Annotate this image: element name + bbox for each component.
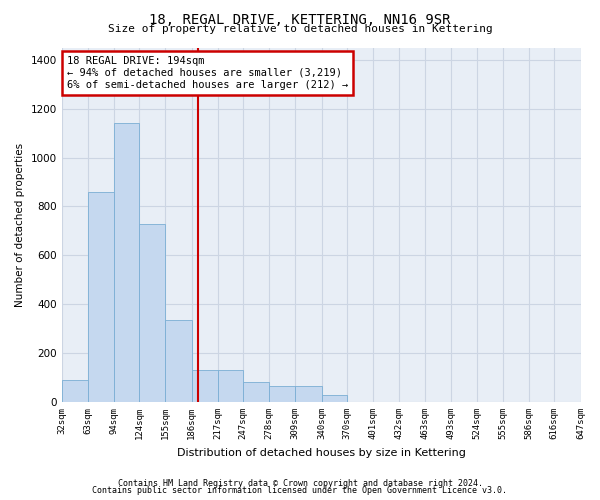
Bar [218,370,243,402]
Text: Size of property relative to detached houses in Kettering: Size of property relative to detached ho… [107,24,493,34]
Bar [62,380,88,402]
Bar [191,370,218,402]
Bar [166,320,191,402]
X-axis label: Distribution of detached houses by size in Kettering: Distribution of detached houses by size … [176,448,466,458]
Text: Contains public sector information licensed under the Open Government Licence v3: Contains public sector information licen… [92,486,508,495]
Text: Contains HM Land Registry data © Crown copyright and database right 2024.: Contains HM Land Registry data © Crown c… [118,478,482,488]
Y-axis label: Number of detached properties: Number of detached properties [15,142,25,307]
Bar [322,394,347,402]
Text: 18 REGAL DRIVE: 194sqm
← 94% of detached houses are smaller (3,219)
6% of semi-d: 18 REGAL DRIVE: 194sqm ← 94% of detached… [67,56,348,90]
Bar [114,124,139,402]
Bar [243,382,269,402]
Bar [139,224,166,402]
Bar [295,386,322,402]
Bar [269,386,295,402]
Text: 18, REGAL DRIVE, KETTERING, NN16 9SR: 18, REGAL DRIVE, KETTERING, NN16 9SR [149,12,451,26]
Bar [88,192,114,402]
